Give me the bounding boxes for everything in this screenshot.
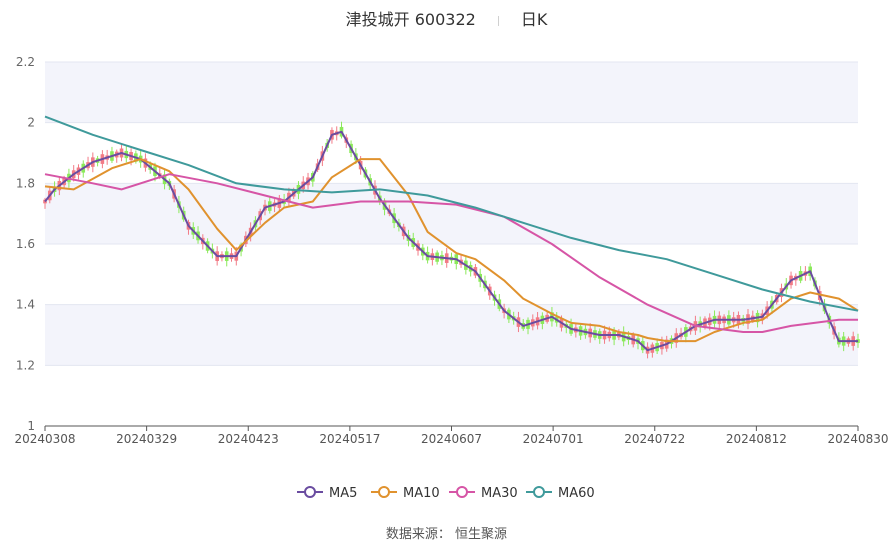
legend-item-ma5[interactable]: MA5: [297, 486, 357, 501]
x-tick-label: 20240722: [624, 432, 685, 446]
x-tick-label: 20240812: [726, 432, 787, 446]
grid-lines: [45, 61, 858, 366]
legend[interactable]: MA5 MA10 MA30 MA60: [297, 486, 595, 501]
y-tick-label: 1.2: [16, 358, 35, 372]
plot-band: [45, 304, 858, 366]
data-source: 数据来源： 恒生聚源: [385, 527, 508, 542]
y-axis: 1 1.2 1.4 1.6 1.8 2 2.2: [16, 55, 35, 433]
candle-body: [43, 199, 47, 204]
y-tick-label: 1: [27, 419, 35, 433]
plot-band: [45, 62, 858, 123]
legend-marker: [533, 486, 545, 498]
x-tick-label: 20240423: [218, 432, 279, 446]
legend-marker: [456, 486, 468, 498]
chart-header: 津投城开 600322 日K: [0, 6, 893, 30]
legend-label: MA30: [481, 486, 518, 501]
y-tick-label: 2.2: [16, 55, 35, 69]
x-tick-label: 20240517: [319, 432, 380, 446]
ma60-line: [44, 115, 859, 312]
y-tick-label: 2: [27, 116, 35, 130]
x-tick-label: 20240830: [827, 432, 888, 446]
x-tick-label: 20240607: [421, 432, 482, 446]
x-tick-label: 20240308: [14, 432, 75, 446]
x-tick-label: 20240329: [116, 432, 177, 446]
legend-item-ma60[interactable]: MA60: [526, 486, 595, 501]
x-tick-label: 20240701: [523, 432, 584, 446]
y-tick-label: 1.6: [16, 237, 35, 251]
legend-item-ma10[interactable]: MA10: [371, 486, 440, 501]
legend-item-ma30[interactable]: MA30: [449, 486, 518, 501]
moving-average-lines: [44, 115, 859, 352]
x-axis: 20240308 20240329 20240423 20240517 20240607…: [14, 425, 889, 446]
legend-label: MA10: [403, 486, 440, 501]
chart-period-label: 日K: [520, 10, 548, 29]
title-separator: [497, 15, 499, 26]
plot-band: [45, 183, 858, 244]
legend-label: MA60: [558, 486, 595, 501]
chart-title: 津投城开 600322: [345, 10, 476, 29]
y-tick-label: 1.8: [16, 176, 35, 190]
y-tick-label: 1.4: [16, 298, 35, 312]
ma30-line: [44, 173, 858, 333]
legend-label: MA5: [329, 486, 357, 501]
plot-background: [45, 62, 858, 366]
legend-marker: [304, 486, 316, 498]
ma5-line: [44, 130, 858, 352]
legend-marker: [378, 486, 390, 498]
